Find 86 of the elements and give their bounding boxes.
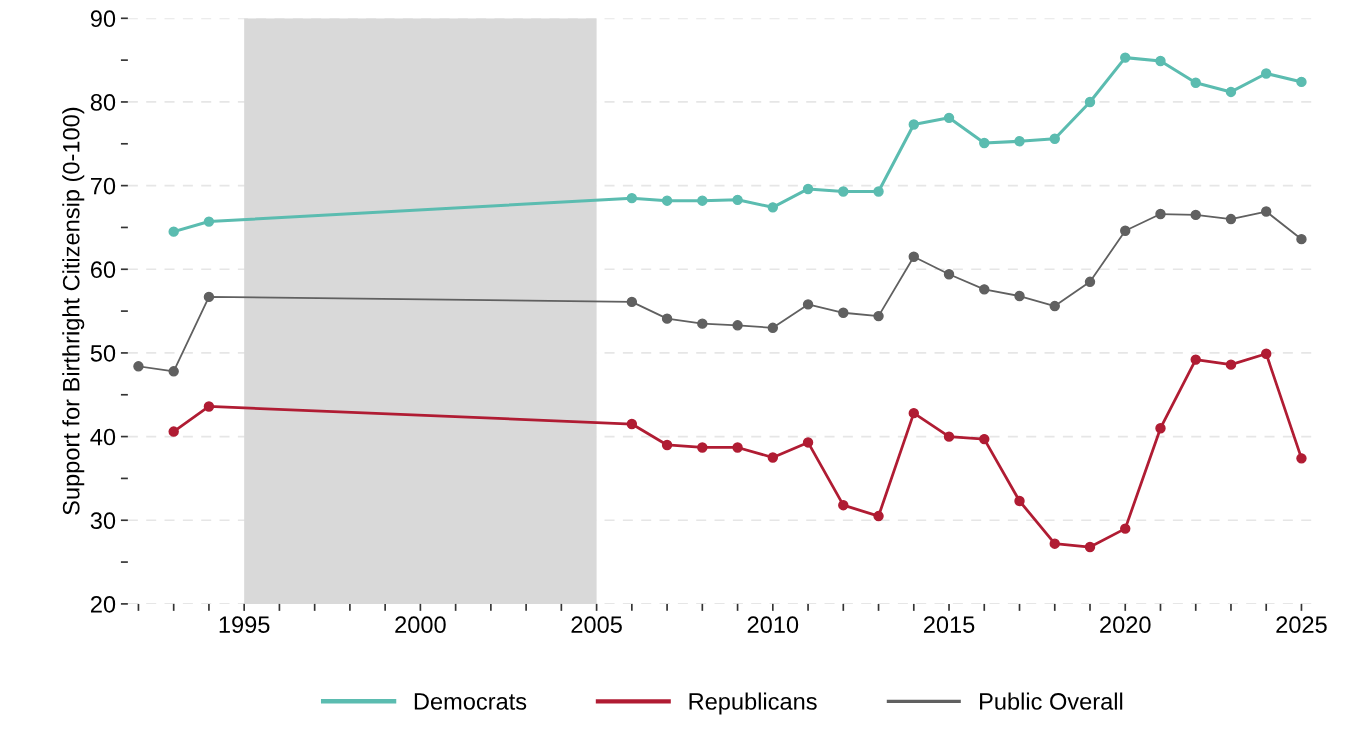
y-tick-label: 50 (90, 345, 116, 362)
y-axis-title: Support for Birthright Citizensip (0-100) (62, 107, 85, 515)
point (802, 183, 814, 195)
point (732, 320, 743, 331)
point (979, 433, 990, 445)
point (873, 310, 884, 322)
y-tick-label: 20 (90, 595, 116, 613)
point (1084, 276, 1096, 288)
point (838, 186, 849, 197)
point (1225, 359, 1237, 370)
point (1261, 206, 1272, 217)
point (979, 284, 990, 295)
legend-label: Public Overall (980, 692, 1123, 710)
point (626, 418, 638, 430)
point (1261, 68, 1272, 79)
point (1014, 136, 1025, 147)
point (661, 439, 673, 451)
point (697, 442, 708, 453)
point (168, 426, 179, 437)
x-tick-label: 2015 (923, 616, 975, 634)
point (767, 322, 779, 334)
point (1190, 354, 1201, 365)
point (767, 452, 779, 463)
point (661, 313, 673, 324)
point (1049, 133, 1060, 144)
point (767, 202, 779, 213)
point (1225, 86, 1237, 98)
point (802, 299, 814, 310)
x-tick-label: 2010 (747, 616, 799, 634)
point (626, 296, 638, 308)
point (732, 194, 743, 206)
point (1261, 348, 1272, 359)
legend-label: Republicans (689, 692, 817, 715)
point (626, 192, 638, 204)
y-tick-label: 40 (90, 428, 116, 446)
point (203, 291, 215, 303)
y-tick-label: 80 (90, 94, 116, 111)
point (908, 251, 919, 262)
legend-label: Democrats (414, 693, 527, 710)
point (1120, 523, 1131, 534)
point (1014, 290, 1025, 302)
y-tick-label: 70 (91, 177, 116, 195)
point (1014, 495, 1025, 507)
y-tick-label: 90 (90, 10, 116, 28)
point (943, 269, 955, 280)
point (838, 307, 849, 318)
point (1155, 55, 1166, 67)
point (1190, 77, 1201, 88)
point (203, 216, 215, 227)
x-tick-label: 2025 (1276, 616, 1327, 634)
x-tick-label: 2020 (1100, 616, 1151, 634)
point (1225, 213, 1237, 225)
x-tick-label: 2000 (395, 616, 446, 634)
point (1296, 76, 1307, 88)
point (802, 437, 814, 448)
y-tick-label: 30 (90, 512, 116, 530)
point (1049, 300, 1060, 312)
point (908, 407, 919, 419)
point (1296, 233, 1307, 245)
point (908, 119, 919, 130)
point (203, 401, 215, 412)
point (943, 112, 955, 124)
point (1084, 541, 1096, 553)
point (697, 318, 708, 329)
x-tick-label: 2005 (571, 616, 622, 634)
point (732, 442, 743, 453)
point (1155, 208, 1166, 220)
point (1190, 209, 1201, 221)
y-tick-label: 60 (91, 261, 116, 279)
point (1049, 538, 1060, 549)
point (1296, 453, 1307, 464)
point (697, 195, 708, 206)
point (1120, 225, 1131, 236)
point (943, 431, 955, 442)
point (168, 226, 179, 237)
point (1120, 52, 1131, 63)
x-tick-label: 1995 (219, 616, 270, 634)
point (133, 361, 144, 372)
point (1155, 423, 1166, 434)
point (979, 137, 990, 149)
point (873, 186, 884, 197)
point (661, 195, 673, 206)
point (838, 499, 849, 511)
point (168, 366, 179, 377)
point (1084, 96, 1096, 108)
point (873, 510, 884, 522)
